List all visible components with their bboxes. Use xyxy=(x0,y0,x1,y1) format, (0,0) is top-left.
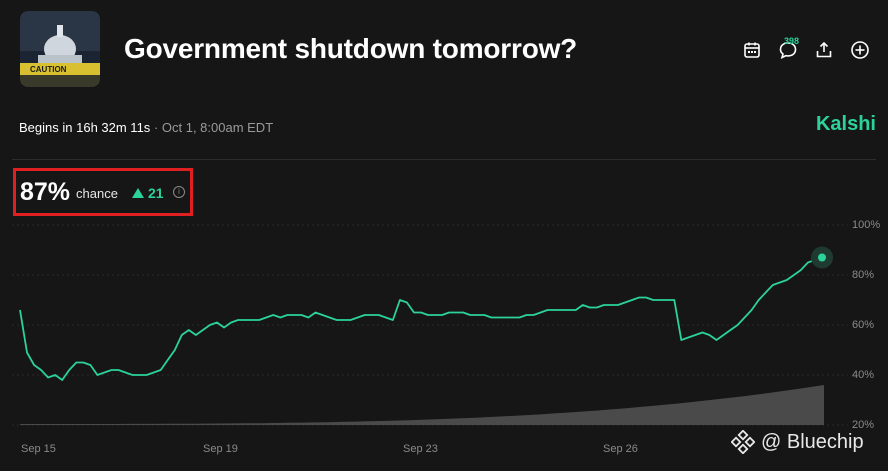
x-tick-sep23: Sep 23 xyxy=(403,443,438,455)
calendar-icon[interactable] xyxy=(740,38,764,62)
x-tick-sep26: Sep 26 xyxy=(603,443,638,455)
countdown: 16h 32m 11s xyxy=(76,120,151,135)
delta-value: 21 xyxy=(148,185,164,201)
chance-percent: 87% xyxy=(20,178,71,206)
kalshi-logo[interactable]: Kalshi xyxy=(815,113,876,135)
x-tick-sep15: Sep 15 xyxy=(21,443,56,455)
comment-icon[interactable] xyxy=(776,38,800,62)
y-tick-80: 80% xyxy=(852,269,875,281)
y-tick-60: 60% xyxy=(852,319,875,331)
y-tick-40: 40% xyxy=(852,369,875,381)
delta-change: 21 xyxy=(132,185,164,201)
bluechip-logo-icon xyxy=(731,430,755,454)
market-thumbnail: CAUTION xyxy=(20,11,100,87)
last-point-dot xyxy=(818,253,826,262)
y-tick-100: 100% xyxy=(852,219,881,231)
caution-sign-text: CAUTION xyxy=(30,65,67,74)
watermark: @ Bluechip xyxy=(731,430,864,454)
info-icon[interactable]: i xyxy=(173,186,185,198)
y-tick-20: 20% xyxy=(852,419,875,431)
begins-line: Begins in 16h 32m 11s · Oct 1, 8:00am ED… xyxy=(19,120,273,135)
begins-prefix: Begins in xyxy=(19,120,73,135)
chance-label: chance xyxy=(76,186,118,201)
volume-area xyxy=(20,385,824,425)
event-date: · Oct 1, 8:00am EDT xyxy=(153,120,274,135)
x-tick-sep19: Sep 19 xyxy=(203,443,238,455)
capitol-image: CAUTION xyxy=(20,11,100,87)
share-icon[interactable] xyxy=(812,38,836,62)
add-icon[interactable] xyxy=(848,38,872,62)
market-title: Government shutdown tomorrow? xyxy=(124,33,578,64)
price-line xyxy=(19,256,823,381)
watermark-text: @ Bluechip xyxy=(761,430,864,453)
comment-count: 398 xyxy=(784,36,800,46)
divider xyxy=(12,159,876,160)
highlight-box xyxy=(13,168,193,216)
up-triangle-icon xyxy=(132,188,144,198)
